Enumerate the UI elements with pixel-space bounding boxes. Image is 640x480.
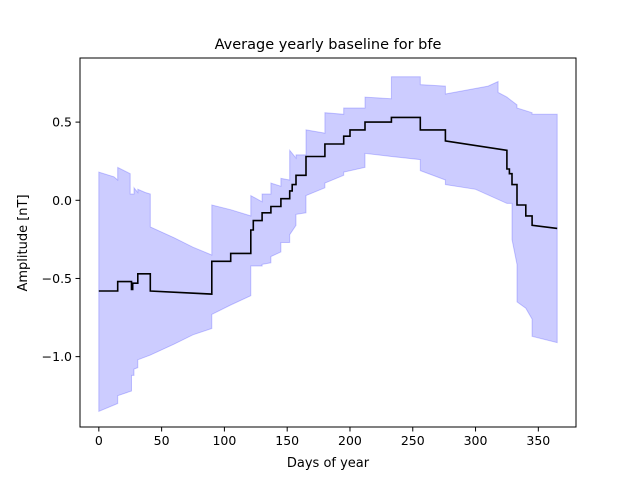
x-tick-label: 150 (275, 433, 299, 448)
y-axis-label: Amplitude [nT] (16, 194, 31, 291)
x-tick-label: 100 (212, 433, 236, 448)
x-ticks: 0 50 100 150 200 250 300 350 (95, 427, 550, 448)
mean-line-layer (98, 116, 558, 295)
x-tick-label: 0 (95, 433, 103, 448)
y-tick-label: 0.0 (52, 193, 72, 208)
x-tick-label: 250 (401, 433, 425, 448)
plot-frame (79, 57, 577, 428)
y-tick-label: −1.0 (42, 349, 72, 364)
y-tick-label: −0.5 (42, 271, 72, 286)
x-tick-label: 50 (154, 433, 170, 448)
confidence-band-layer (98, 76, 558, 413)
y-ticks: −1.0 −0.5 0.0 0.5 (42, 115, 80, 364)
x-axis-label: Days of year (287, 456, 370, 471)
mean-baseline-line (98, 116, 558, 295)
confidence-band (98, 76, 558, 413)
x-tick-label: 350 (526, 433, 550, 448)
x-tick-label: 300 (464, 433, 488, 448)
y-tick-label: 0.5 (52, 115, 72, 130)
x-tick-label: 200 (338, 433, 362, 448)
chart-title: Average yearly baseline for bfe (215, 37, 442, 53)
